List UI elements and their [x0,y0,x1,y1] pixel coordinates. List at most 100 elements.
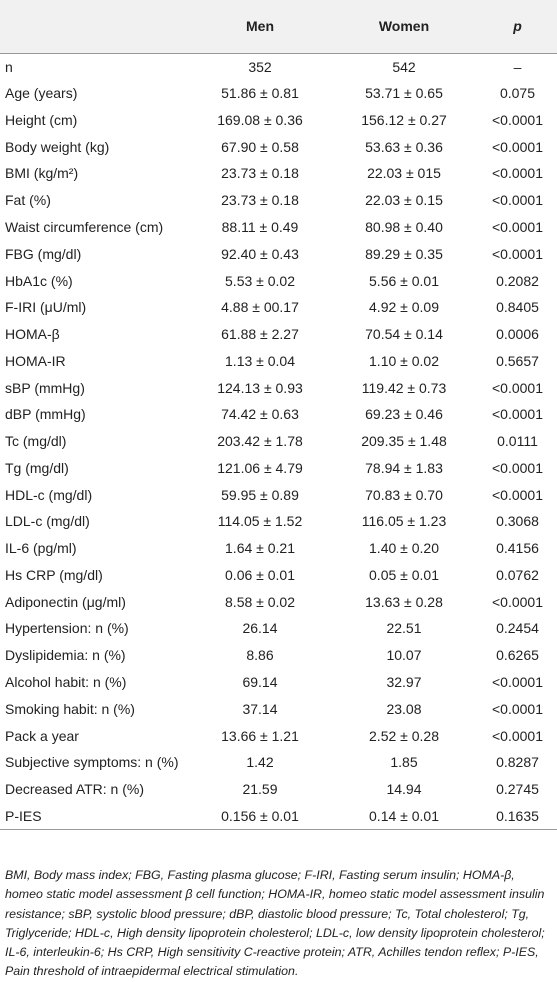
table-row: FBG (mg/dl) 92.40 ± 0.43 89.29 ± 0.35 <0.00… [0,240,557,267]
table-row: IL-6 (pg/ml) 1.64 ± 0.21 1.40 ± 0.20 0.4156 [0,535,557,562]
cell: 0.075 [499,85,536,102]
table-row: HOMA-β 61.88 ± 2.27 70.54 ± 0.14 0.0006 [0,321,557,348]
table-row: LDL-c (mg/dl) 114.05 ± 1.52 116.05 ± 1.23 0… [0,508,557,535]
cell: 53.63 ± 0.36 [365,138,443,155]
data-table: Men Women p n 352 542 – Age (years) 51.86 ± 0… [0,0,557,830]
row-label: HOMA-β [5,326,60,343]
table-row: Dyslipidemia: n (%) 8.86 10.07 0.6265 [0,642,557,669]
table-row: Body weight (kg) 67.90 ± 0.58 53.63 ± 0.36… [0,133,557,160]
cell: 0.4156 [496,540,539,557]
row-label: Hypertension: n (%) [5,620,129,637]
table-row: Hs CRP (mg/dl) 0.06 ± 0.01 0.05 ± 0.01 0.07… [0,562,557,589]
table-row: BMI (kg/m²) 23.73 ± 0.18 22.03 ± 015 <0.000… [0,160,557,187]
table-header: Men Women p [0,0,557,53]
cell: 5.56 ± 0.01 [369,272,439,289]
cell: 114.05 ± 1.52 [217,513,303,530]
table-row: Tc (mg/dl) 203.42 ± 1.78 209.35 ± 1.48 0.01… [0,428,557,455]
cell: <0.0001 [492,727,543,744]
cell: 14.94 [386,781,422,798]
cell: 124.13 ± 0.93 [217,379,303,396]
cell: 0.1635 [496,807,539,824]
cell: <0.0001 [492,406,543,423]
cell: 21.59 [242,781,278,798]
cell: 209.35 ± 1.48 [361,433,447,450]
cell: 53.71 ± 0.65 [365,85,443,102]
cell: 352 [248,58,272,75]
cell: 67.90 ± 0.58 [221,138,299,155]
cell: <0.0001 [492,165,543,182]
cell: 51.86 ± 0.81 [221,85,299,102]
cell: <0.0001 [492,486,543,503]
cell: 1.13 ± 0.04 [225,352,295,369]
cell: 1.42 [246,754,274,771]
table-row: Alcohol habit: n (%) 69.14 32.97 <0.0001 [0,669,557,696]
row-label: Pack a year [5,727,79,744]
table-row: sBP (mmHg) 124.13 ± 0.93 119.42 ± 0.73 <0.0… [0,374,557,401]
row-label: sBP (mmHg) [5,379,85,396]
cell: 1.85 [390,754,418,771]
cell: 0.2745 [496,781,539,798]
cell: 0.3068 [496,513,539,530]
cell: 0.8405 [496,299,539,316]
cell: 156.12 ± 0.27 [361,111,447,128]
cell: 0.0111 [497,433,538,450]
table-row: Subjective symptoms: n (%) 1.42 1.85 0.8287 [0,749,557,776]
cell: 0.0006 [496,326,539,343]
table-row: Decreased ATR: n (%) 21.59 14.94 0.2745 [0,776,557,803]
row-label: Hs CRP (mg/dl) [5,566,103,583]
row-label: FBG (mg/dl) [5,245,82,262]
cell: 169.08 ± 0.36 [217,111,303,128]
cell: 116.05 ± 1.23 [361,513,447,530]
cell: <0.0001 [492,459,543,476]
cell: 22.03 ± 0.15 [365,192,443,209]
row-label: BMI (kg/m²) [5,165,79,182]
row-label: Waist circumference (cm) [5,218,164,235]
cell: – [513,58,522,75]
header-blank [0,0,190,53]
row-label: dBP (mmHg) [5,406,86,423]
row-label: Body weight (kg) [5,138,110,155]
cell: 32.97 [386,673,422,690]
cell: 0.05 ± 0.01 [369,566,439,583]
cell: 1.10 ± 0.02 [369,352,439,369]
cell: 26.14 [242,620,278,637]
cell: <0.0001 [492,245,543,262]
table-row: HbA1c (%) 5.53 ± 0.02 5.56 ± 0.01 0.2082 [0,267,557,294]
cell: 0.2082 [496,272,539,289]
cell: 8.58 ± 0.02 [225,593,295,610]
row-label: Adiponectin (μg/ml) [5,593,126,610]
cell: 88.11 ± 0.49 [221,218,299,235]
cell: 23.08 [386,700,422,717]
table-row: n 352 542 – [0,53,557,80]
cell: 37.14 [242,700,278,717]
row-label: Tg (mg/dl) [5,459,69,476]
row-label: HDL-c (mg/dl) [5,486,93,503]
cell: 22.03 ± 015 [367,165,441,182]
row-label: Height (cm) [5,111,78,128]
row-label: Dyslipidemia: n (%) [5,647,126,664]
cell: <0.0001 [492,700,543,717]
table-row: Age (years) 51.86 ± 0.81 53.71 ± 0.65 0.075 [0,80,557,107]
row-label: Age (years) [5,85,78,102]
cell: 80.98 ± 0.40 [365,218,443,235]
cell: <0.0001 [492,379,543,396]
row-label: Subjective symptoms: n (%) [5,754,179,771]
row-label: n [5,58,13,75]
cell: 121.06 ± 4.79 [217,459,303,476]
cell: <0.0001 [492,218,543,235]
cell: 119.42 ± 0.73 [361,379,447,396]
cell: 2.52 ± 0.28 [369,727,439,744]
cell: 23.73 ± 0.18 [221,192,299,209]
cell: 0.14 ± 0.01 [369,807,439,824]
row-label: Fat (%) [5,192,51,209]
row-label: F-IRI (μU/ml) [5,299,87,316]
cell: 0.5657 [496,352,539,369]
row-label: P-IES [5,807,42,824]
row-label: Alcohol habit: n (%) [5,673,127,690]
table-row: Adiponectin (μg/ml) 8.58 ± 0.02 13.63 ± 0.… [0,588,557,615]
row-label: HOMA-IR [5,352,66,369]
cell: 203.42 ± 1.78 [217,433,303,450]
cell: 8.86 [246,647,274,664]
table-row: HOMA-IR 1.13 ± 0.04 1.10 ± 0.02 0.5657 [0,347,557,374]
